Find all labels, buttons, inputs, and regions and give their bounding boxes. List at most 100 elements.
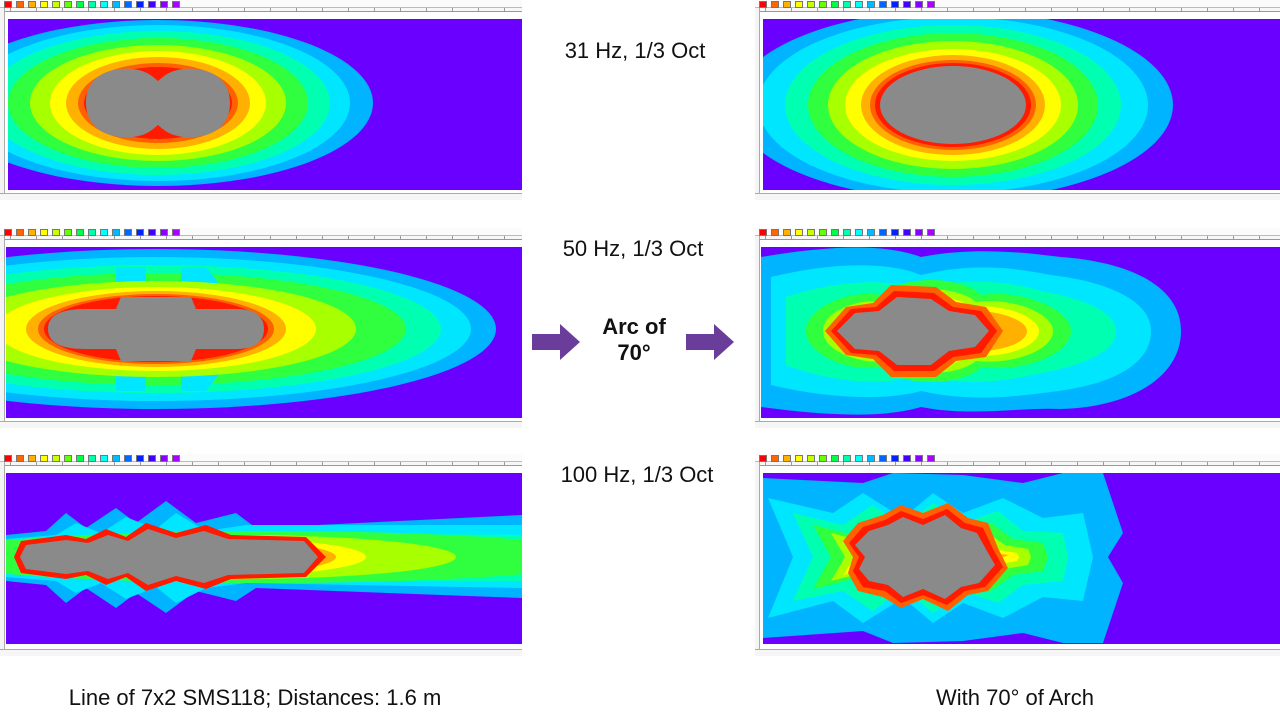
ruler-tick (348, 236, 349, 239)
ruler-tick (947, 236, 948, 239)
legend-swatch (100, 1, 108, 8)
color-legend-bar (755, 454, 1280, 462)
ruler-tick (88, 236, 89, 239)
ruler-tick (999, 462, 1000, 465)
ruler-tick (921, 462, 922, 465)
ruler-tick (166, 8, 167, 11)
ruler-tick (895, 8, 896, 11)
legend-swatch (759, 1, 767, 8)
legend-swatch (136, 1, 144, 8)
legend-swatch (891, 1, 899, 8)
ruler-tick (1077, 8, 1078, 11)
ruler-tick (791, 8, 792, 11)
legend-swatch (843, 229, 851, 236)
legend-swatch (172, 455, 180, 462)
ruler-tick (843, 8, 844, 11)
bottom-ruler (755, 193, 1280, 200)
ruler-tick (791, 236, 792, 239)
legend-swatch (843, 455, 851, 462)
ruler-tick (1181, 462, 1182, 465)
legend-swatch (927, 455, 935, 462)
arc-label-line2: 70° (617, 340, 651, 365)
ruler-tick (374, 462, 375, 465)
ruler-tick (244, 8, 245, 11)
ruler-tick (270, 236, 271, 239)
ruler-tick (1207, 462, 1208, 465)
top-ruler (755, 236, 1280, 240)
legend-swatch (172, 1, 180, 8)
legend-swatch (16, 455, 24, 462)
legend-swatch (52, 1, 60, 8)
ruler-tick (88, 8, 89, 11)
ruler-tick (192, 236, 193, 239)
ruler-tick (1077, 462, 1078, 465)
label-50hz: 50 Hz, 1/3 Oct (562, 236, 704, 261)
ruler-tick (10, 462, 11, 465)
ruler-tick (374, 8, 375, 11)
spl-contours (761, 247, 1181, 415)
legend-swatch (148, 229, 156, 236)
spl-heatmap (763, 473, 1280, 644)
ruler-tick (348, 462, 349, 465)
legend-swatch (771, 1, 779, 8)
bottom-ruler (0, 193, 522, 200)
legend-swatch (831, 1, 839, 8)
ruler-tick (791, 462, 792, 465)
ruler-tick (192, 462, 193, 465)
legend-swatch (40, 455, 48, 462)
legend-swatch (112, 1, 120, 8)
ruler-tick (1233, 8, 1234, 11)
ruler-tick (426, 236, 427, 239)
ruler-tick (62, 462, 63, 465)
legend-swatch (28, 1, 36, 8)
ruler-tick (452, 236, 453, 239)
legend-swatch (831, 455, 839, 462)
ruler-tick (400, 8, 401, 11)
legend-swatch (915, 229, 923, 236)
legend-swatch (807, 455, 815, 462)
legend-swatch (88, 229, 96, 236)
ruler-tick (765, 236, 766, 239)
ruler-tick (1155, 8, 1156, 11)
ruler-tick (192, 8, 193, 11)
ruler-tick (1129, 8, 1130, 11)
ruler-tick (843, 462, 844, 465)
left-ruler (755, 462, 760, 656)
ruler-tick (296, 462, 297, 465)
ruler-tick (869, 462, 870, 465)
left-ruler (0, 8, 5, 200)
left-ruler (755, 8, 760, 200)
ruler-tick (322, 8, 323, 11)
ruler-tick (895, 236, 896, 239)
ruler-tick (400, 462, 401, 465)
legend-swatch (759, 229, 767, 236)
legend-swatch (28, 455, 36, 462)
legend-swatch (64, 229, 72, 236)
legend-swatch (903, 229, 911, 236)
legend-swatch (52, 229, 60, 236)
ruler-tick (140, 462, 141, 465)
ruler-tick (1259, 462, 1260, 465)
ruler-tick (296, 236, 297, 239)
ruler-tick (244, 236, 245, 239)
legend-swatch (915, 455, 923, 462)
ruler-tick (1051, 236, 1052, 239)
ruler-tick (1207, 8, 1208, 11)
ruler-tick (504, 236, 505, 239)
legend-swatch (88, 1, 96, 8)
bottom-ruler (0, 649, 522, 656)
legend-swatch (64, 1, 72, 8)
ruler-tick (452, 462, 453, 465)
ruler-tick (973, 8, 974, 11)
ruler-tick (452, 8, 453, 11)
ruler-tick (843, 236, 844, 239)
legend-swatch (112, 455, 120, 462)
color-legend-bar (0, 0, 522, 8)
ruler-tick (947, 462, 948, 465)
legend-swatch (100, 455, 108, 462)
ruler-tick (478, 462, 479, 465)
legend-swatch (4, 455, 12, 462)
ruler-tick (921, 8, 922, 11)
legend-swatch (867, 1, 875, 8)
ruler-tick (62, 8, 63, 11)
